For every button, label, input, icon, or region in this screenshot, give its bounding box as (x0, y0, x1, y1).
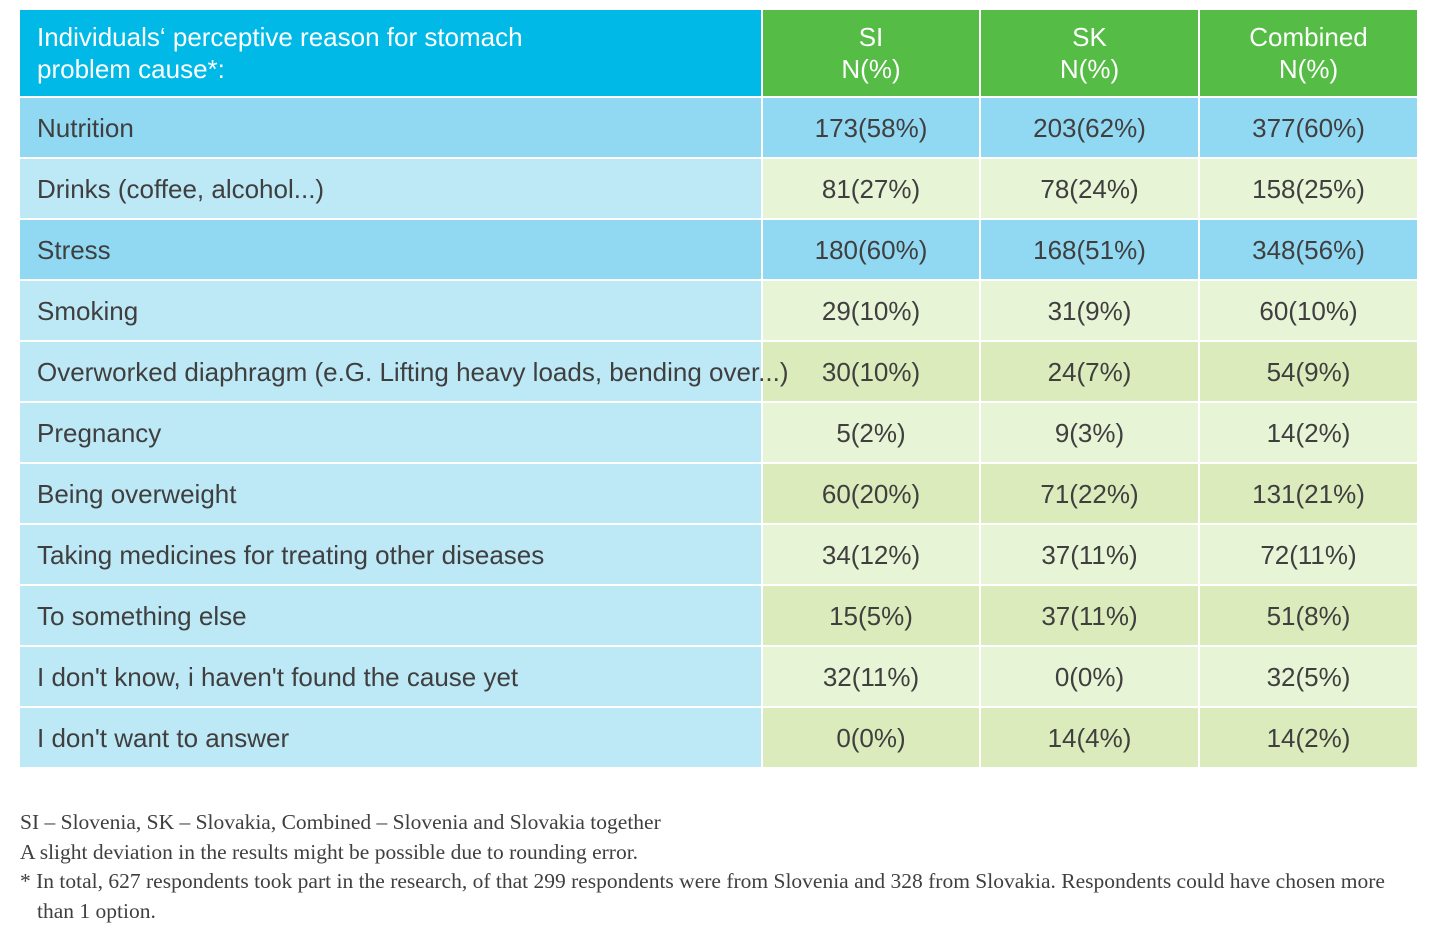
table-header: Individuals‘ perceptive reason for stoma… (20, 10, 1417, 97)
cell-combined: 14(2%) (1198, 401, 1417, 463)
cell-sk: 203(62%) (979, 96, 1199, 158)
row-label: Smoking (20, 279, 762, 341)
header-reason-line2: problem cause*: (37, 54, 225, 84)
header-combined-name: Combined (1249, 22, 1368, 52)
table-row: Stress 180(60%) 168(51%) 348(56%) (20, 218, 1417, 280)
cell-si: 32(11%) (761, 645, 980, 707)
cell-combined: 54(9%) (1198, 340, 1417, 402)
cell-combined: 32(5%) (1198, 645, 1417, 707)
table-row: To something else 15(5%) 37(11%) 51(8%) (20, 584, 1417, 646)
footnote: * In total, 627 respondents took part in… (20, 869, 1385, 923)
cell-sk: 0(0%) (979, 645, 1199, 707)
cell-si: 180(60%) (761, 218, 980, 280)
row-label: Overworked diaphragm (e.G. Lifting heavy… (20, 340, 789, 402)
abbreviations-note: SI – Slovenia, SK – Slovakia, Combined –… (20, 810, 661, 834)
cell-combined: 72(11%) (1198, 523, 1417, 585)
table-row: Smoking 29(10%) 31(9%) 60(10%) (20, 279, 1417, 341)
cell-si: 60(20%) (761, 462, 980, 524)
table-notes: SI – Slovenia, SK – Slovakia, Combined –… (20, 808, 1420, 926)
row-label: Drinks (coffee, alcohol...) (20, 157, 762, 219)
cell-si: 30(10%) (761, 340, 980, 402)
cell-sk: 37(11%) (979, 584, 1199, 646)
table-row: Drinks (coffee, alcohol...) 81(27%) 78(2… (20, 157, 1417, 219)
cell-combined: 131(21%) (1198, 462, 1417, 524)
cell-sk: 37(11%) (979, 523, 1199, 585)
cell-combined: 348(56%) (1198, 218, 1417, 280)
table-row: Overworked diaphragm (e.G. Lifting heavy… (20, 340, 1417, 402)
row-label: Pregnancy (20, 401, 762, 463)
cell-si: 173(58%) (761, 96, 980, 158)
table-row: Pregnancy 5(2%) 9(3%) 14(2%) (20, 401, 1417, 463)
cell-si: 15(5%) (761, 584, 980, 646)
header-si-unit: N(%) (841, 54, 901, 84)
cell-sk: 78(24%) (979, 157, 1199, 219)
rounding-note: A slight deviation in the results might … (20, 839, 639, 864)
cell-sk: 71(22%) (979, 462, 1199, 524)
table-row: Nutrition 173(58%) 203(62%) 377(60%) (20, 96, 1417, 158)
header-sk-unit: N(%) (1059, 54, 1120, 84)
row-label: Stress (20, 218, 762, 280)
row-label: I don't know, i haven't found the cause … (20, 645, 762, 707)
cell-si: 0(0%) (761, 706, 980, 767)
header-reason-line1: Individuals‘ perceptive reason for stoma… (37, 22, 523, 52)
cell-sk: 168(51%) (979, 218, 1199, 280)
cell-si: 34(12%) (761, 523, 980, 585)
cell-combined: 60(10%) (1198, 279, 1417, 341)
header-reason: Individuals‘ perceptive reason for stoma… (20, 10, 762, 97)
row-label: I don't want to answer (20, 706, 762, 767)
header-sk: SK N(%) (979, 10, 1199, 97)
results-table: Individuals‘ perceptive reason for stoma… (20, 10, 1417, 767)
cell-sk: 9(3%) (979, 401, 1199, 463)
header-si: SI N(%) (761, 10, 980, 97)
header-sk-name: SK (1072, 22, 1107, 52)
table-row: I don't know, i haven't found the cause … (20, 645, 1417, 707)
table-row: Taking medicines for treating other dise… (20, 523, 1417, 585)
row-label: To something else (20, 584, 762, 646)
cell-si: 81(27%) (761, 157, 980, 219)
header-combined: Combined N(%) (1198, 10, 1417, 97)
cell-sk: 14(4%) (979, 706, 1199, 767)
table-body: Nutrition 173(58%) 203(62%) 377(60%) Dri… (20, 96, 1417, 767)
header-combined-unit: N(%) (1278, 54, 1339, 84)
table-row: I don't want to answer 0(0%) 14(4%) 14(2… (20, 706, 1417, 767)
cell-sk: 31(9%) (979, 279, 1199, 341)
row-label: Nutrition (20, 96, 762, 158)
cell-si: 5(2%) (761, 401, 980, 463)
header-si-name: SI (858, 22, 884, 52)
row-label: Being overweight (20, 462, 762, 524)
table-row: Being overweight 60(20%) 71(22%) 131(21%… (20, 462, 1417, 524)
cell-combined: 158(25%) (1198, 157, 1417, 219)
cell-combined: 51(8%) (1198, 584, 1417, 646)
cell-si: 29(10%) (761, 279, 980, 341)
cell-sk: 24(7%) (979, 340, 1199, 402)
cell-combined: 377(60%) (1198, 96, 1417, 158)
cell-combined: 14(2%) (1198, 706, 1417, 767)
row-label: Taking medicines for treating other dise… (20, 523, 762, 585)
